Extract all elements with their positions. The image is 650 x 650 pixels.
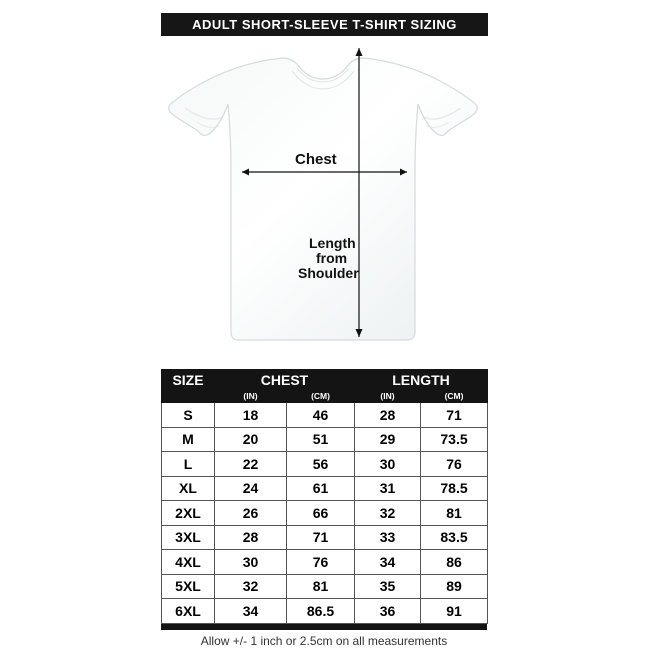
svg-text:Chest: Chest xyxy=(295,151,337,168)
svg-text:Shoulder: Shoulder xyxy=(298,265,359,281)
svg-text:from: from xyxy=(316,250,347,266)
svg-text:Length: Length xyxy=(309,235,356,251)
